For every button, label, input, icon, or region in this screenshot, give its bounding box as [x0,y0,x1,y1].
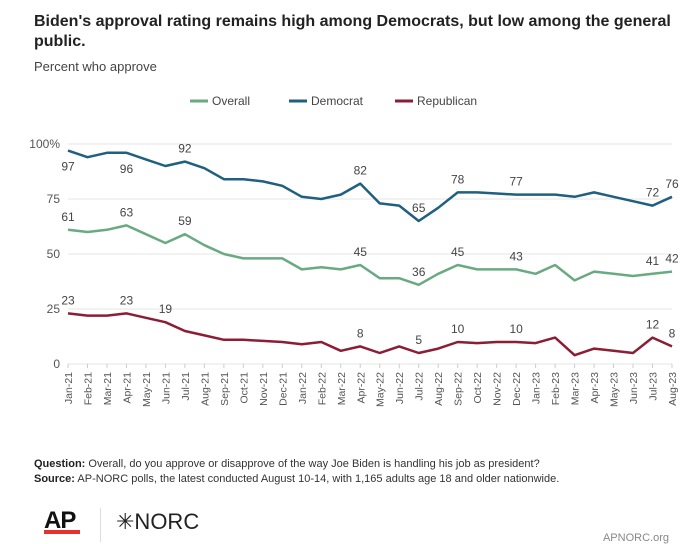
source-note: Source: AP-NORC polls, the latest conduc… [34,473,559,485]
question-label: Question: [34,458,86,470]
data-label: 82 [354,164,368,178]
x-tick-label: Sep-22 [453,372,465,406]
x-tick-label: Oct-22 [472,372,484,404]
data-label: 45 [451,245,465,259]
x-tick-label: Mar-22 [336,372,348,405]
x-tick-label: Jun-22 [394,372,406,404]
y-tick-label: 0 [53,357,60,371]
data-label: 12 [646,318,660,332]
x-tick-label: Apr-23 [589,372,601,404]
ap-logo-bar [44,530,80,534]
data-label: 65 [412,201,426,215]
x-tick-label: Aug-21 [199,372,211,406]
data-label: 23 [61,293,75,307]
series-line-republican [67,312,673,357]
data-label: 41 [646,254,660,268]
data-label: 23 [120,293,134,307]
x-tick-label: Jan-21 [63,372,75,404]
data-label: 19 [159,302,173,316]
logo-divider [100,508,101,542]
x-tick-label: Jul-21 [180,372,192,401]
source-text: AP-NORC polls, the latest conducted Augu… [77,473,560,485]
x-tick-label: May-21 [141,372,153,407]
data-label: 76 [665,177,679,191]
data-label: 97 [61,160,75,174]
data-label: 72 [646,186,660,200]
x-tick-label: Jan-23 [531,372,543,404]
x-tick-label: Mar-21 [102,372,114,405]
data-label: 43 [509,249,523,263]
x-tick-label: Jun-23 [628,372,640,404]
ap-logo: AP [44,507,76,534]
x-tick-label: Dec-21 [277,372,289,406]
data-label: 10 [509,322,523,336]
data-label: 77 [509,175,523,189]
series-line-overall [67,224,673,287]
legend-label-overall: Overall [212,94,250,108]
chart-title: Biden's approval rating remains high amo… [34,13,671,50]
y-tick-label: 75 [47,192,61,206]
question-text: Overall, do you approve or disapprove of… [88,458,540,470]
norc-logo: ✳NORC [116,509,200,534]
data-label: 61 [61,210,75,224]
y-tick-label: 100% [29,137,60,151]
site-link[interactable]: APNORC.org [602,532,669,544]
x-tick-label: May-22 [375,372,387,407]
x-tick-label: Apr-21 [121,372,133,404]
x-tick-label: Jul-23 [648,372,660,401]
series-line-democrat [67,149,673,223]
data-label: 10 [451,322,465,336]
data-label: 63 [120,205,134,219]
x-tick-label: Feb-23 [550,372,562,405]
y-tick-label: 25 [47,302,61,316]
data-label: 59 [178,214,192,228]
legend-label-democrat: Democrat [311,94,364,108]
question-note: Question: Overall, do you approve or dis… [34,458,540,470]
x-tick-label: Jun-21 [160,372,172,404]
line-chart: Overall Democrat Republican 0 25 50 75 100% Jan-… [29,94,679,407]
x-tick-label: Sep-21 [219,372,231,406]
x-tick-label: Dec-22 [511,372,523,406]
data-label: 45 [354,245,368,259]
data-label: 92 [178,142,192,156]
data-label: 5 [415,333,422,347]
data-label: 36 [412,265,426,279]
x-tick-label: Jul-22 [414,372,426,401]
chart-subtitle: Percent who approve [34,59,157,74]
x-tick-label: Aug-23 [667,372,679,406]
x-tick-label: Feb-21 [82,372,94,405]
x-tick-label: Oct-21 [238,372,250,404]
legend-label-republican: Republican [417,94,477,108]
data-label: 8 [669,326,676,340]
data-label: 96 [120,162,134,176]
x-tick-label: Jan-22 [297,372,309,404]
x-tick-label: Apr-22 [355,372,367,404]
data-label: 42 [665,252,679,266]
data-label: 78 [451,172,465,186]
x-tick-label: Nov-22 [492,372,504,406]
x-tick-label: Nov-21 [258,372,270,406]
source-label: Source: [34,473,75,485]
x-tick-label: May-23 [609,372,621,407]
y-tick-label: 50 [47,247,61,261]
x-tick-label: Mar-23 [570,372,582,405]
data-label: 8 [357,326,364,340]
x-tick-label: Aug-22 [433,372,445,406]
x-tick-label: Feb-22 [316,372,328,405]
